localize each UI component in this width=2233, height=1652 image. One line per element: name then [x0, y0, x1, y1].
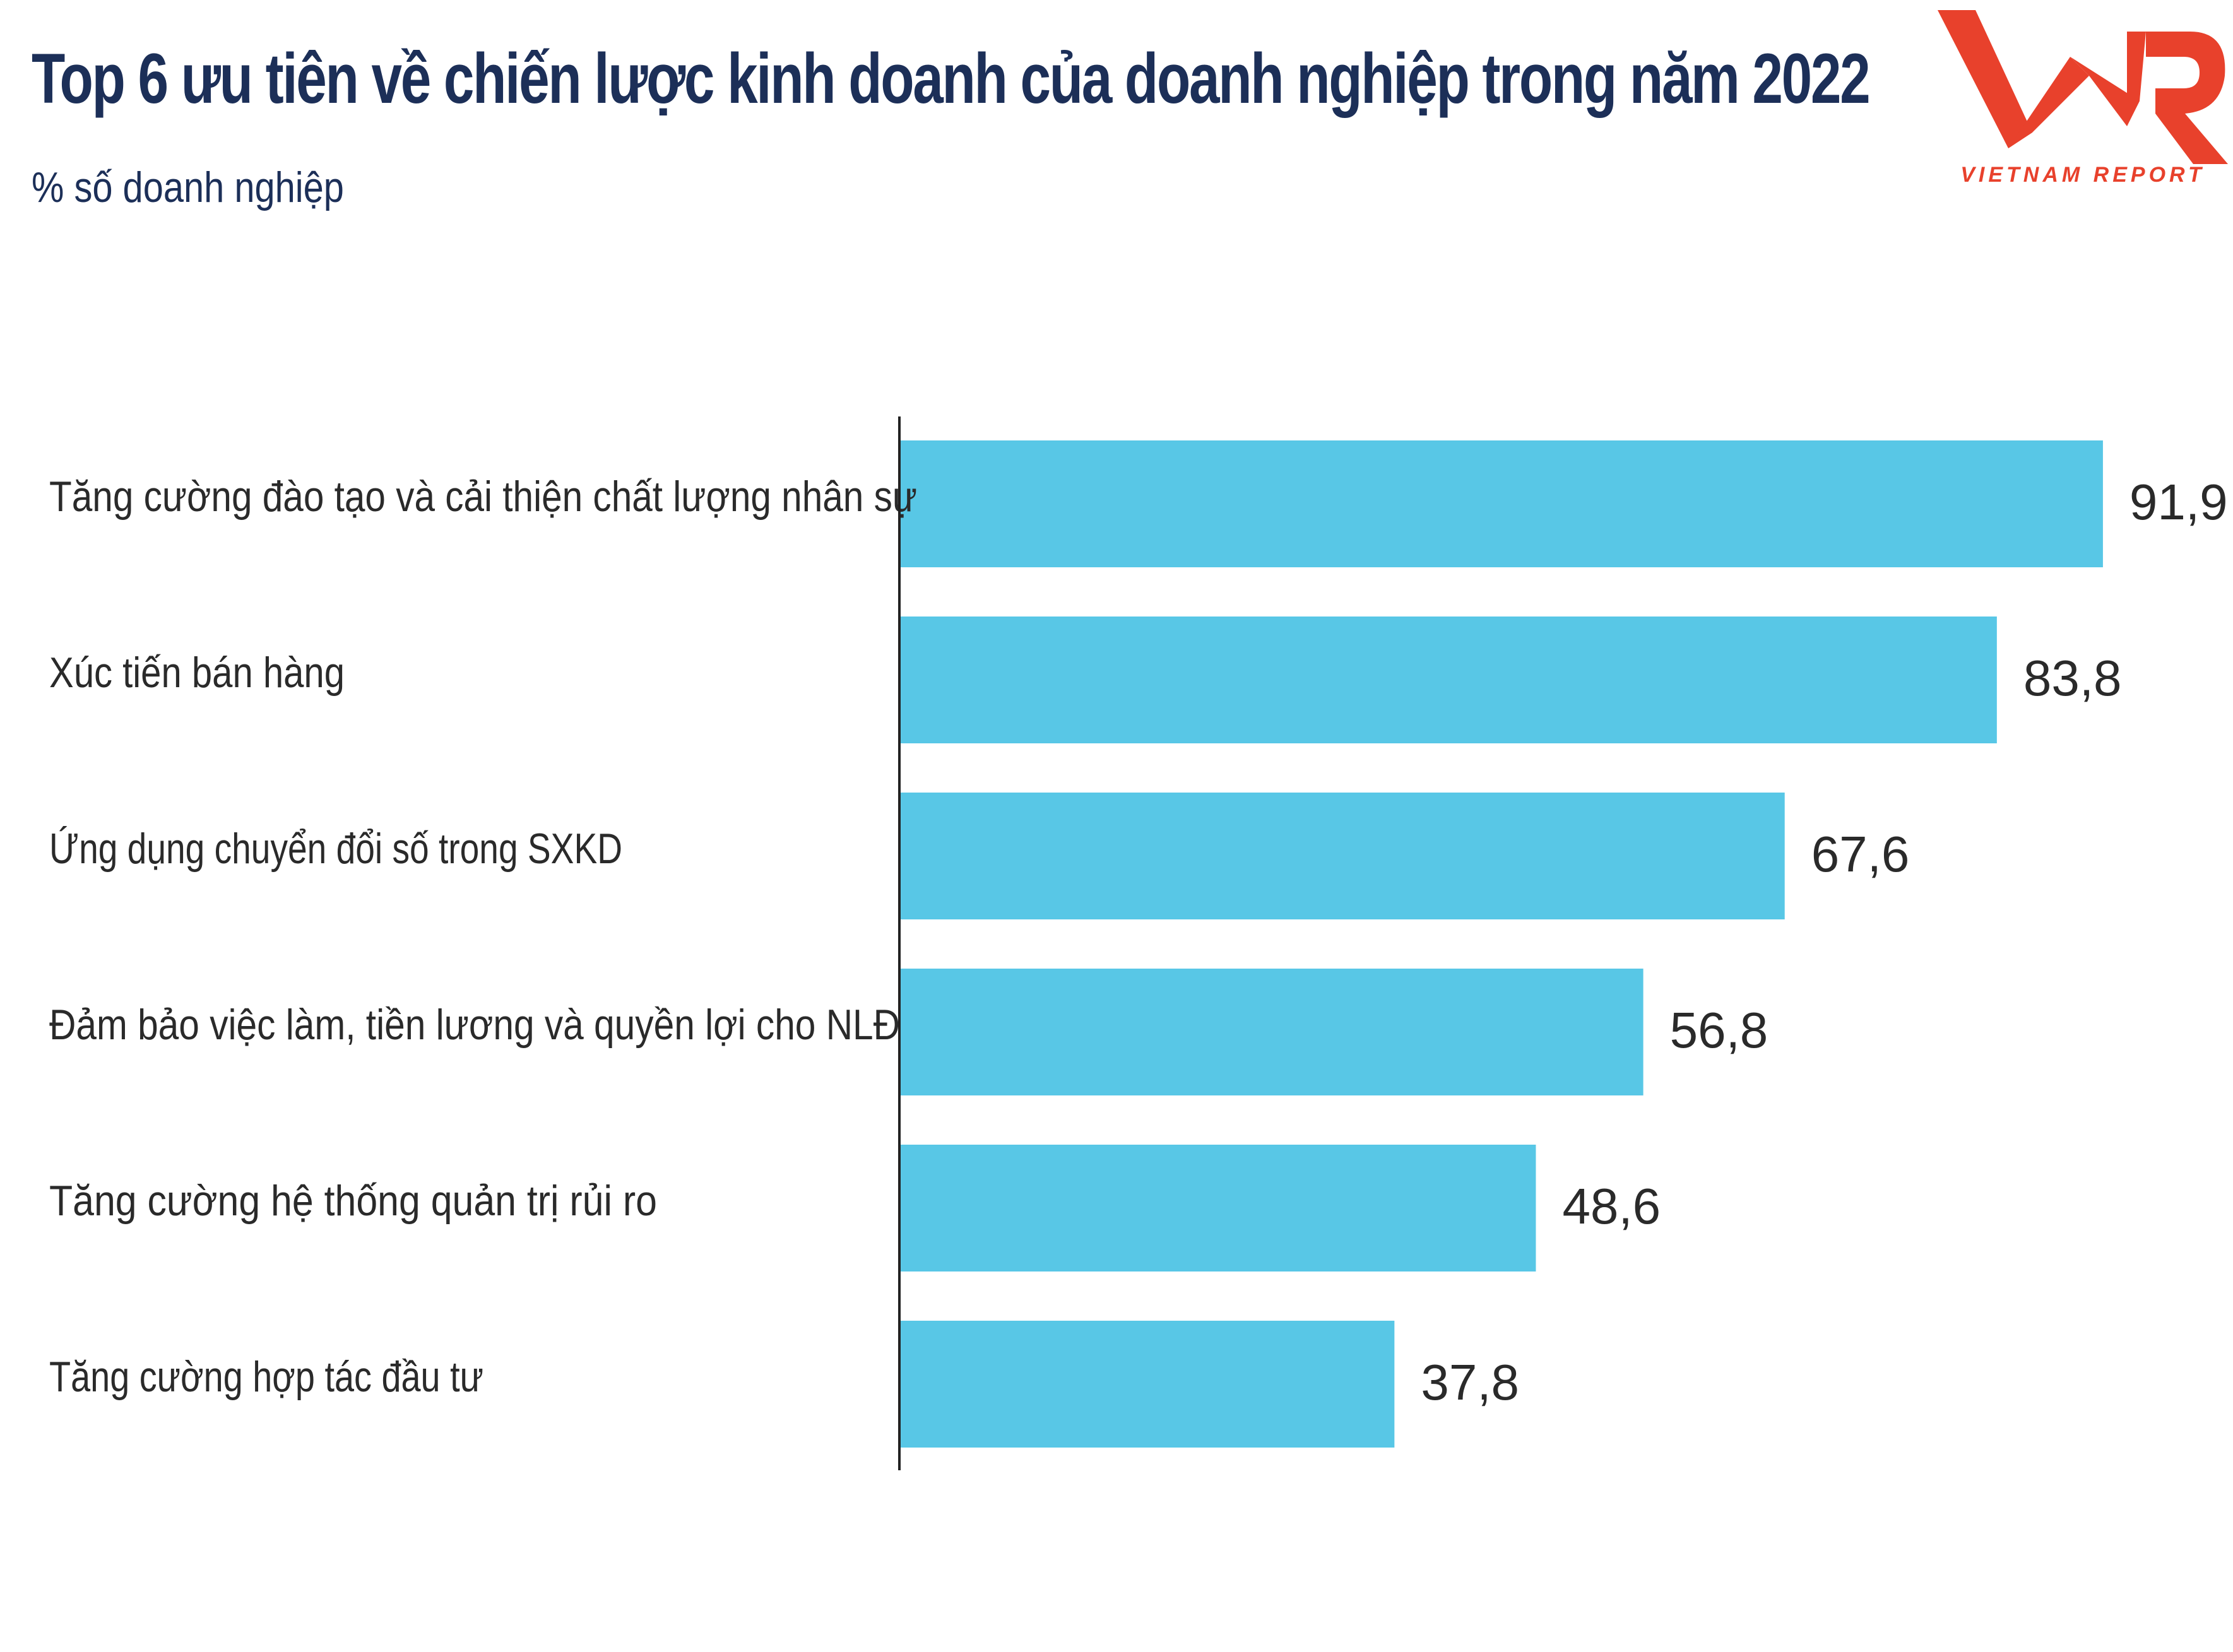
value-label: 56,8 — [1670, 1002, 1768, 1058]
vnr-logo-mark — [1938, 10, 2228, 164]
value-label: 67,6 — [1811, 826, 1910, 882]
category-label: Ứng dụng chuyển đổi số trong SXKD — [49, 825, 622, 873]
category-label: Tăng cường hợp tác đầu tư — [49, 1353, 483, 1401]
category-label: Tăng cường hệ thống quản trị rủi ro — [49, 1177, 657, 1225]
bar-4 — [899, 969, 1644, 1095]
bar-5 — [899, 1145, 1536, 1271]
category-label: Đảm bảo việc làm, tiền lương và quyền lợ… — [49, 1001, 900, 1049]
chart-title: Top 6 ưu tiên về chiến lược kinh doanh c… — [32, 39, 1871, 118]
value-label: 91,9 — [2129, 474, 2228, 530]
chart-subtitle: % số doanh nghiệp — [32, 163, 344, 211]
vietnam-report-logo: VIETNAM REPORT — [1938, 10, 2228, 187]
bar-3 — [899, 793, 1785, 919]
value-label: 83,8 — [2023, 650, 2122, 706]
vnr-logo-text: VIETNAM REPORT — [1960, 163, 2205, 187]
value-label: 37,8 — [1421, 1354, 1519, 1410]
bars-layer: Tăng cường đào tạo và cải thiện chất lượ… — [49, 440, 2228, 1448]
category-label: Tăng cường đào tạo và cải thiện chất lượ… — [49, 473, 917, 521]
bar-2 — [899, 617, 1997, 743]
bar-6 — [899, 1321, 1395, 1448]
value-label: 48,6 — [1562, 1178, 1661, 1234]
category-label: Xúc tiến bán hàng — [49, 649, 345, 697]
bar-1 — [899, 440, 2103, 567]
